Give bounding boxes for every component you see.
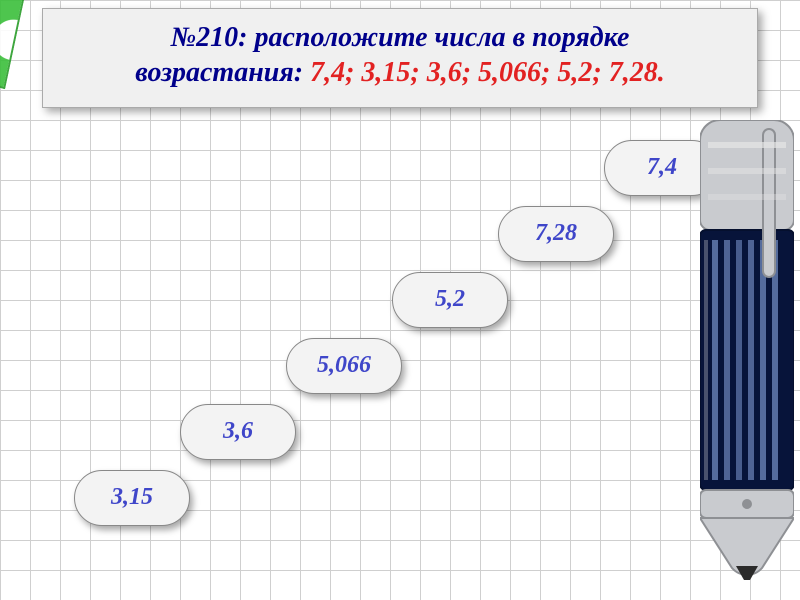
chip-label: 5,066 xyxy=(317,352,371,379)
chip-label: 5,2 xyxy=(435,286,465,313)
chip-1[interactable]: 3,15 xyxy=(74,470,190,526)
chip-5[interactable]: 7,28 xyxy=(498,206,614,262)
pen-icon xyxy=(700,120,794,580)
chip-label: 7,28 xyxy=(535,220,577,247)
task-line-2: возрастания: 7,4; 3,15; 3,6; 5,066; 5,2;… xyxy=(57,55,743,91)
chip-label: 7,4 xyxy=(647,154,677,181)
chip-2[interactable]: 3,6 xyxy=(180,404,296,460)
chip-label: 3,15 xyxy=(111,484,153,511)
task-lead: возрастания: xyxy=(135,57,310,88)
task-panel: №210: расположите числа в порядке возрас… xyxy=(42,8,758,108)
chip-3[interactable]: 5,066 xyxy=(286,338,402,394)
pen-decor xyxy=(700,120,794,580)
chip-label: 3,6 xyxy=(223,418,253,445)
task-line-1: №210: расположите числа в порядке xyxy=(57,21,743,55)
chip-4[interactable]: 5,2 xyxy=(392,272,508,328)
task-numbers: 7,4; 3,15; 3,6; 5,066; 5,2; 7,28. xyxy=(310,57,665,88)
